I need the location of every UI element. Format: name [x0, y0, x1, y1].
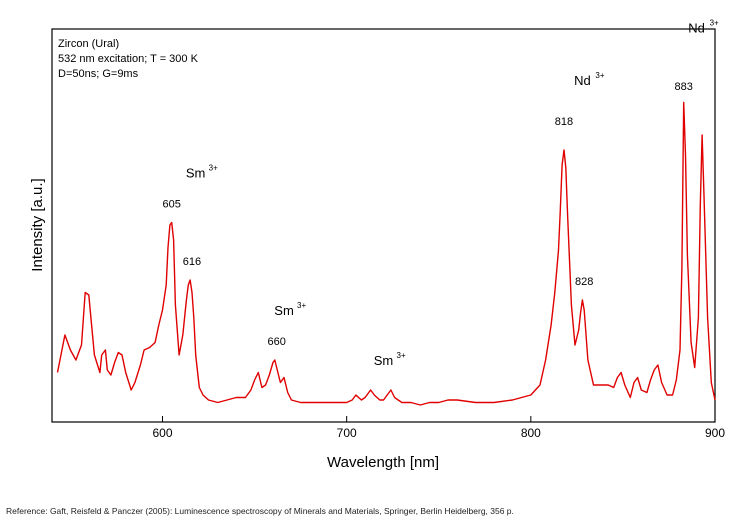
peak-annotations: 605 616 660 818 828 883	[163, 81, 693, 348]
plot-frame	[51, 28, 716, 423]
ion-label: Sm	[374, 353, 394, 368]
ion-label: Sm	[274, 303, 294, 318]
peak-label: 660	[268, 336, 286, 348]
ion-label: Nd	[688, 21, 705, 36]
x-axis-ticks: 600 700 800 900	[152, 416, 725, 440]
x-tick-label: 900	[705, 426, 725, 440]
ion-charge-label: 3+	[595, 71, 604, 80]
peak-label: 828	[575, 276, 593, 288]
info-line-1: Zircon (Ural)	[58, 38, 119, 50]
peak-label: 616	[183, 256, 201, 268]
spectrum-chart: 600 700 800 900 Zircon (Ural) 532 nm excita…	[29, 19, 725, 472]
peak-label: 883	[675, 81, 693, 93]
peak-label: 818	[555, 116, 573, 128]
x-tick-label: 700	[337, 426, 357, 440]
x-axis-label: Wavelength [nm]	[327, 454, 439, 471]
ion-charge-label: 3+	[297, 301, 306, 310]
y-axis-label: Intensity [a.u.]	[29, 178, 46, 271]
ion-charge-label: 3+	[710, 19, 719, 28]
ion-labels: Sm 3+Sm 3+Sm 3+Nd 3+Nd 3+	[186, 19, 719, 369]
ion-label: Nd	[574, 73, 591, 88]
x-tick-label: 800	[521, 426, 541, 440]
spectrum-series-line	[56, 101, 716, 406]
peak-label: 605	[163, 199, 181, 211]
info-line-3: D=50ns; G=9ms	[58, 68, 139, 80]
ion-charge-label: 3+	[209, 164, 218, 173]
ion-charge-label: 3+	[397, 351, 406, 360]
reference-text: Reference: Gaft, Reisfeld & Panczer (200…	[6, 506, 514, 516]
ion-label: Sm	[186, 166, 206, 181]
info-line-2: 532 nm excitation; T = 300 K	[58, 53, 199, 65]
x-tick-label: 600	[152, 426, 172, 440]
